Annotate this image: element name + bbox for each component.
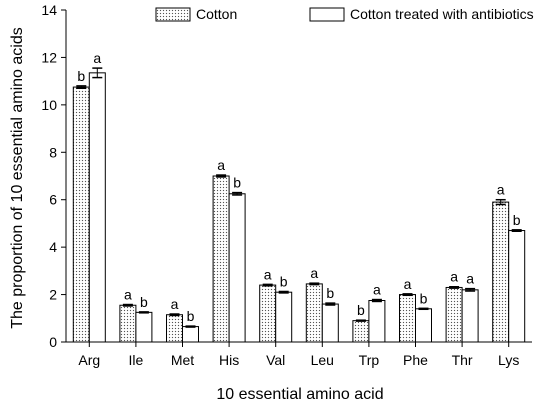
- significance-label: a: [310, 265, 318, 281]
- bar: [212, 175, 230, 343]
- bar: [72, 86, 90, 343]
- y-tick-label: 2: [49, 287, 57, 303]
- significance-label: b: [326, 285, 334, 301]
- significance-label: a: [466, 271, 474, 287]
- bar: [135, 311, 153, 343]
- x-axis-title: 10 essential amino acid: [216, 386, 383, 403]
- significance-label: b: [357, 302, 365, 318]
- bar: [445, 286, 463, 343]
- bar: [508, 230, 526, 343]
- bar: [259, 284, 277, 343]
- y-tick-label: 14: [41, 2, 57, 18]
- bar: [461, 289, 479, 343]
- bar: [492, 201, 510, 343]
- x-tick-label: His: [219, 352, 239, 368]
- x-tick-label: Lys: [498, 352, 519, 368]
- y-tick-label: 4: [49, 239, 57, 255]
- y-tick-label: 6: [49, 192, 57, 208]
- bar: [368, 300, 386, 343]
- y-tick-label: 8: [49, 144, 57, 160]
- legend-label-antibiotics: Cotton treated with antibiotics: [350, 6, 534, 22]
- legend-swatch-antibiotics: [309, 7, 345, 22]
- bar: [275, 291, 293, 343]
- x-tick-label: Met: [171, 352, 194, 368]
- significance-label: a: [450, 269, 458, 285]
- significance-label: a: [373, 282, 381, 298]
- bar: [228, 193, 246, 343]
- x-tick-label: Ile: [129, 352, 144, 368]
- significance-label: b: [420, 290, 428, 306]
- y-axis-title: The proportion of 10 essential amino aci…: [9, 27, 26, 329]
- x-tick-label: Phe: [403, 352, 428, 368]
- bar: [415, 308, 432, 343]
- significance-label: b: [77, 68, 85, 84]
- bar: [88, 72, 106, 343]
- legend-swatch-cotton: [155, 7, 191, 22]
- legend-label-cotton: Cotton: [196, 6, 237, 22]
- significance-label: a: [404, 276, 412, 292]
- y-tick-label: 10: [41, 97, 57, 113]
- bar: [352, 320, 370, 343]
- significance-label: a: [124, 287, 132, 303]
- x-tick-label: Thr: [452, 352, 473, 368]
- significance-label: a: [93, 50, 101, 66]
- significance-label: b: [513, 212, 521, 228]
- bar: [119, 304, 137, 343]
- significance-label: a: [264, 266, 272, 282]
- significance-label: b: [280, 273, 288, 289]
- legend: Cotton Cotton treated with antibiotics: [155, 6, 534, 22]
- significance-label: b: [187, 308, 195, 324]
- bar: [321, 303, 339, 343]
- bar: [399, 294, 416, 343]
- significance-label: a: [171, 296, 179, 312]
- bar: [182, 326, 199, 343]
- significance-label: b: [233, 175, 241, 191]
- x-tick-label: Leu: [311, 352, 334, 368]
- significance-label: a: [217, 157, 225, 173]
- bar: [305, 283, 323, 343]
- x-tick-label: Val: [266, 352, 285, 368]
- significance-label: a: [497, 182, 505, 198]
- y-tick-label: 0: [49, 334, 57, 350]
- y-tick-label: 12: [41, 49, 57, 65]
- bar: [166, 314, 183, 343]
- x-tick-label: Arg: [78, 352, 100, 368]
- significance-label: b: [140, 294, 148, 310]
- x-tick-label: Trp: [359, 352, 380, 368]
